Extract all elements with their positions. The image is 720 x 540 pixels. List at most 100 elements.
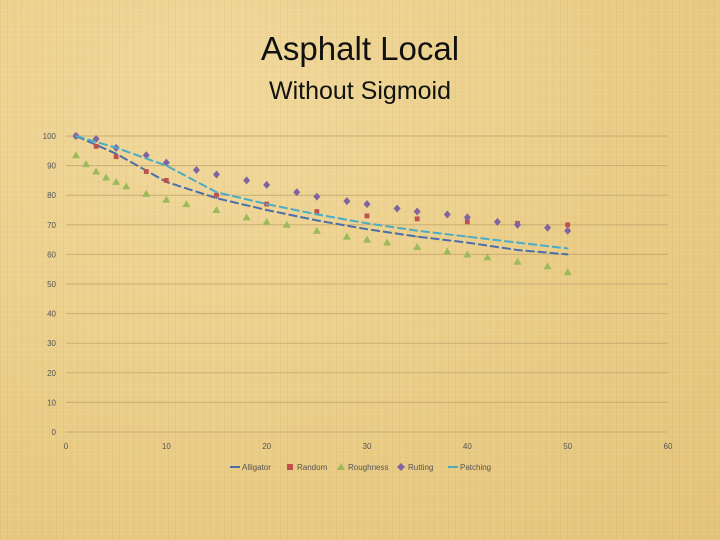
y-axis-ticks: 0 10 20 30 40 50 60 70 80 90 100 <box>43 132 57 437</box>
legend: Alligator Random Roughness Rutting Patching <box>230 463 491 472</box>
x-tick-label: 20 <box>262 442 271 451</box>
data-point <box>416 229 418 232</box>
y-tick-label: 10 <box>47 398 56 407</box>
data-point <box>443 210 451 219</box>
x-tick-label: 50 <box>563 442 572 451</box>
data-point <box>516 241 519 244</box>
data-point <box>242 213 251 221</box>
series-roughness <box>72 151 572 276</box>
data-point <box>443 247 452 255</box>
legend-label: Patching <box>460 463 491 472</box>
series-layer <box>72 132 572 276</box>
legend-item-roughness: Roughness <box>337 463 388 472</box>
data-point <box>162 195 171 203</box>
data-point <box>466 235 469 238</box>
y-tick-label: 50 <box>47 280 56 289</box>
data-point <box>565 222 571 228</box>
legend-swatch <box>337 463 345 470</box>
slide-subtitle: Without Sigmoid <box>268 77 452 105</box>
data-point <box>366 222 368 225</box>
data-point <box>363 200 371 209</box>
y-tick-label: 80 <box>47 191 56 200</box>
x-tick-label: 40 <box>463 442 472 451</box>
series-patching <box>75 135 569 250</box>
data-point <box>93 143 99 149</box>
data-point <box>464 219 470 225</box>
y-tick-label: 0 <box>52 428 57 437</box>
data-point <box>215 197 218 199</box>
data-point <box>513 257 522 265</box>
y-tick-label: 60 <box>47 250 56 259</box>
y-tick-label: 30 <box>47 339 56 348</box>
data-point <box>493 217 501 226</box>
x-tick-label: 60 <box>664 442 673 451</box>
series-rutting <box>72 132 572 235</box>
legend-item-patching: Patching <box>448 463 491 472</box>
data-point <box>265 203 268 205</box>
data-point <box>342 232 351 240</box>
data-point <box>343 197 351 206</box>
legend-swatch <box>287 464 293 470</box>
data-point <box>566 247 569 250</box>
series-random <box>73 133 571 228</box>
data-point <box>413 207 421 216</box>
legend-label: Alligator <box>242 463 271 472</box>
data-point <box>544 223 552 232</box>
data-point <box>312 226 321 234</box>
data-point <box>516 249 519 251</box>
data-point <box>142 151 150 160</box>
data-point <box>192 166 200 175</box>
data-point <box>143 169 149 174</box>
data-point <box>163 178 169 183</box>
data-point <box>115 152 117 155</box>
data-point <box>316 213 318 216</box>
x-tick-label: 0 <box>64 442 69 451</box>
data-point <box>383 238 392 246</box>
data-point <box>514 220 521 229</box>
data-point <box>265 209 268 211</box>
data-point <box>142 189 151 197</box>
data-point <box>182 200 191 208</box>
data-point <box>363 235 371 243</box>
y-tick-label: 20 <box>47 369 56 378</box>
data-point <box>316 219 318 222</box>
data-point <box>563 268 572 276</box>
data-point <box>243 176 251 185</box>
y-tick-label: 100 <box>43 132 57 141</box>
data-point <box>113 154 119 160</box>
slide-title: Asphalt Local <box>260 30 460 67</box>
y-tick-label: 90 <box>47 162 56 171</box>
data-point <box>214 192 219 198</box>
data-point <box>463 213 471 222</box>
data-point <box>262 217 271 225</box>
data-point <box>393 204 401 213</box>
legend-swatch <box>397 463 405 471</box>
data-point <box>215 191 218 194</box>
data-point <box>122 182 131 190</box>
data-point <box>82 160 91 168</box>
y-tick-label: 70 <box>47 221 56 230</box>
data-point <box>483 253 492 261</box>
gridlines <box>66 135 668 433</box>
data-point <box>466 241 469 244</box>
data-point <box>414 216 420 222</box>
data-point <box>165 164 168 167</box>
x-tick-label: 10 <box>162 442 171 451</box>
y-tick-label: 40 <box>47 310 56 319</box>
data-point <box>92 167 101 175</box>
data-point <box>72 151 81 159</box>
data-point <box>213 170 220 179</box>
legend-label: Roughness <box>348 463 388 472</box>
data-point <box>543 262 552 270</box>
legend-item-random: Random <box>287 463 328 472</box>
data-point <box>564 226 572 235</box>
data-point <box>413 243 422 250</box>
data-point <box>212 206 221 213</box>
data-point <box>263 180 271 189</box>
data-point <box>566 253 569 256</box>
legend-item-alligator: Alligator <box>230 463 271 472</box>
legend-item-rutting: Rutting <box>397 463 433 472</box>
data-point <box>115 147 117 149</box>
data-point <box>366 228 368 231</box>
